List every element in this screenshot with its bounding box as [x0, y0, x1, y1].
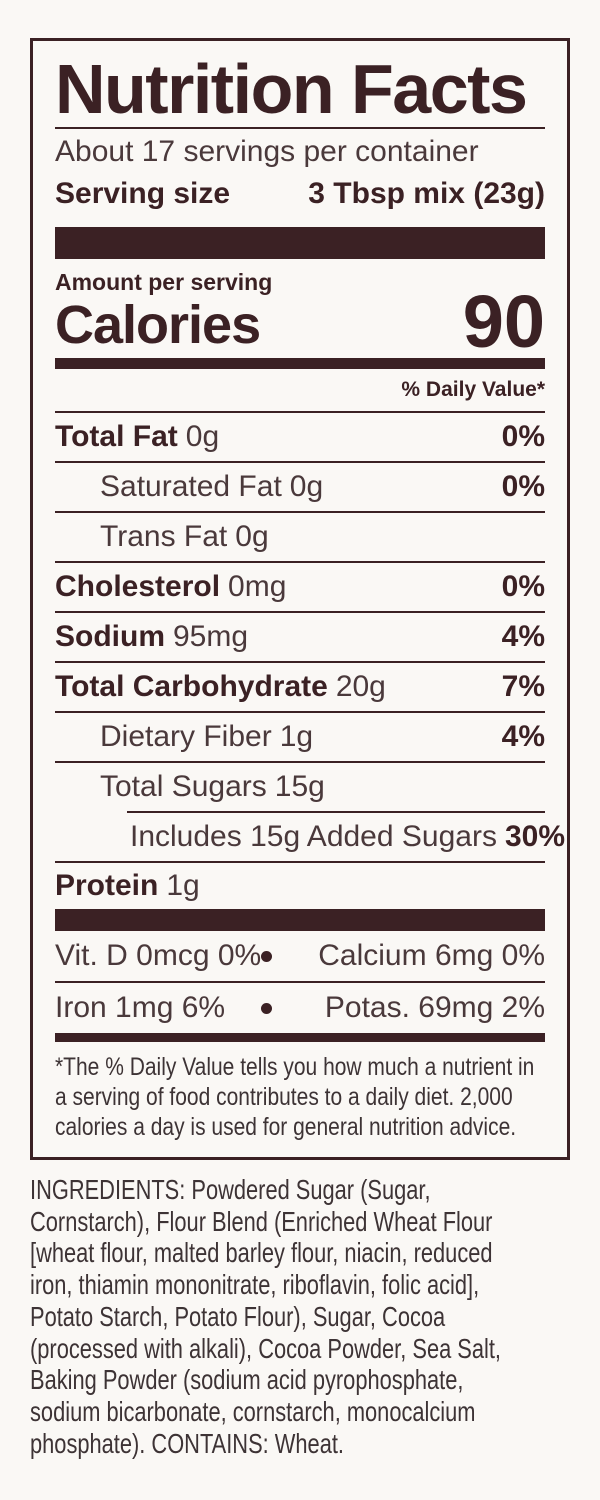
micronutrient-right: Potas. 69mg 2%: [324, 991, 545, 1024]
nutrient-row-saturated-fat: Saturated Fat 0g 0%: [55, 463, 545, 513]
title-divider: [55, 127, 545, 129]
nutrient-amount: 0g: [289, 470, 324, 503]
daily-value-footnote: *The % Daily Value tells you how much a …: [55, 1052, 545, 1142]
nutrient-row-dietary-fiber: Dietary Fiber 1g 4%: [55, 713, 545, 763]
ingredient-line: (processed with alkali), Cocoa Powder, S…: [30, 1332, 502, 1364]
serving-size-label: Serving size: [55, 177, 231, 210]
nutrient-name: Total Fat: [55, 420, 178, 453]
ingredient-line: Baking Powder (sodium acid pyrophosphate…: [30, 1364, 464, 1396]
calories-row: Calories 90: [55, 280, 545, 363]
micronutrient-left: Iron 1mg 6%: [55, 991, 226, 1024]
footnote-line: calories a day is used for general nutri…: [55, 1113, 517, 1141]
ingredient-line: [wheat flour, malted barley flour, niaci…: [30, 1237, 493, 1269]
ingredient-line: phosphate). CONTAINS: Wheat.: [30, 1427, 344, 1459]
nutrient-name: Includes 15g Added Sugars: [130, 820, 497, 853]
divider-bar-thick-2: [55, 909, 545, 931]
micronutrient-row-1: Vit. D 0mcg 0% Calcium 6mg 0%: [55, 931, 545, 983]
ingredient-line: Cornstarch), Flour Blend (Enriched Wheat…: [30, 1205, 493, 1237]
daily-value-header: % Daily Value*: [55, 369, 545, 413]
divider-bar-thick: [55, 227, 545, 259]
nutrient-name: Dietary Fiber: [100, 720, 272, 753]
nutrient-row-total-sugars: Total Sugars 15g: [55, 763, 545, 811]
micronutrient-left: Vit. D 0mcg 0%: [55, 939, 262, 972]
nutrient-row-cholesterol: Cholesterol 0mg 0%: [55, 563, 545, 613]
nutrient-name: Saturated Fat: [100, 470, 282, 503]
nutrient-dv: 0%: [501, 420, 545, 453]
bullet-icon: [261, 950, 272, 962]
divider-bar-medium: [55, 358, 545, 369]
nutrient-row-total-fat: Total Fat 0g 0%: [55, 413, 545, 463]
serving-size-value: 3 Tbsp mix (23g): [308, 177, 545, 210]
ingredient-line: iron, thiamin mononitrate, riboflavin, f…: [30, 1269, 480, 1301]
nutrient-dv: 0%: [501, 570, 545, 603]
nutrient-amount: 0g: [235, 520, 269, 553]
nutrient-row-total-carbohydrate: Total Carbohydrate 20g 7%: [55, 663, 545, 713]
serving-size-row: Serving size 3 Tbsp mix (23g): [55, 175, 545, 213]
nutrient-amount: 1g: [166, 869, 200, 902]
amount-per-serving-label: Amount per serving: [55, 269, 273, 295]
nutrient-amount: 0g: [185, 420, 220, 453]
nutrient-dv: 0%: [501, 470, 545, 503]
servings-per-container: About 17 servings per container: [55, 135, 479, 168]
nutrient-row-trans-fat: Trans Fat 0g: [55, 513, 545, 563]
nutrient-name: Protein: [55, 869, 159, 902]
footnote-line: *The % Daily Value tells you how much a …: [55, 1053, 535, 1081]
nutrient-row-added-sugars: Includes 15g Added Sugars 30%: [55, 813, 565, 863]
nutrient-amount: 20g: [335, 670, 386, 703]
nutrient-name: Sodium: [55, 620, 165, 653]
ingredient-line: sodium bicarbonate, cornstarch, monocalc…: [30, 1395, 476, 1427]
nutrient-amount: 1g: [279, 720, 314, 753]
nutrient-row-sodium: Sodium 95mg 4%: [55, 613, 545, 663]
ingredients-paragraph: INGREDIENTS: Powdered Sugar (Sugar, Corn…: [30, 1174, 595, 1459]
label-title: Nutrition Facts: [55, 50, 528, 128]
nutrient-amount: 0mg: [228, 570, 287, 603]
nutrient-dv: 30%: [504, 820, 565, 853]
added-sugars-partial-rule: [127, 811, 545, 813]
nutrient-amount: 95mg: [173, 620, 249, 653]
nutrient-dv: 4%: [501, 720, 545, 753]
divider-bar-small: [55, 1033, 545, 1042]
nutrient-name: Trans Fat: [100, 520, 228, 553]
nutrient-dv: 7%: [501, 670, 545, 703]
calories-value: 90: [462, 280, 545, 363]
micronutrient-right: Calcium 6mg 0%: [318, 939, 545, 972]
micronutrient-row-2: Iron 1mg 6% Potas. 69mg 2%: [55, 983, 545, 1033]
nutrient-name: Total Sugars: [100, 770, 267, 803]
ingredient-line: INGREDIENTS: Powdered Sugar (Sugar,: [30, 1174, 431, 1205]
nutrient-name: Cholesterol: [55, 570, 221, 603]
nutrition-facts-label: Nutrition Facts About 17 servings per co…: [30, 38, 570, 1160]
nutrient-row-protein: Protein 1g: [55, 863, 545, 909]
nutrient-amount: 15g: [274, 770, 325, 803]
nutrient-dv: 4%: [501, 620, 545, 653]
bullet-icon: [261, 1002, 272, 1014]
footnote-line: a serving of food contributes to a daily…: [55, 1083, 513, 1111]
nutrient-name: Total Carbohydrate: [55, 670, 328, 703]
calories-label: Calories: [55, 295, 261, 355]
ingredient-line: Potato Starch, Potato Flour), Sugar, Coc…: [30, 1300, 446, 1332]
